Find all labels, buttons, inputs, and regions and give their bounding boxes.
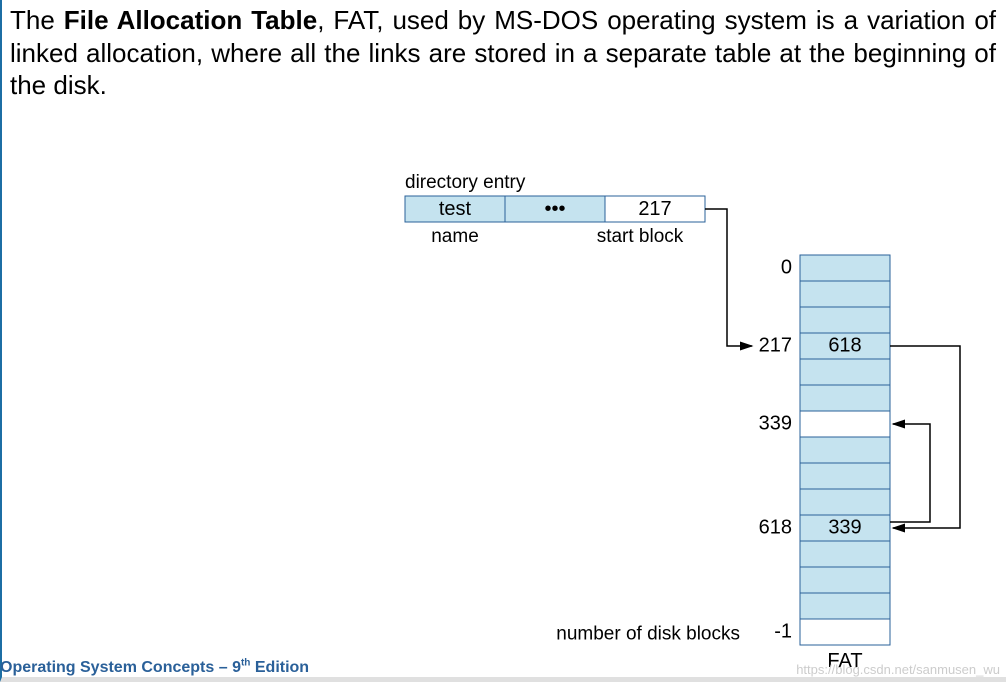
- dir-start-label: start block: [597, 226, 684, 247]
- fat-index-618: 618: [759, 517, 792, 539]
- dir-name-label: name: [431, 226, 479, 247]
- directory-entry-row: test ••• 217: [405, 196, 705, 222]
- arrow-dir-to-217: [705, 209, 752, 346]
- dir-name-value: test: [439, 198, 472, 220]
- arrow-618-to-339: [890, 424, 930, 522]
- fat-value-618: 339: [828, 517, 861, 539]
- arrow-217-to-618: [890, 346, 960, 528]
- fat-index-339: 339: [759, 413, 792, 435]
- fat-index-217: 217: [759, 335, 792, 357]
- minus-one-label: -1: [774, 621, 792, 643]
- watermark: https://blog.csdn.net/sanmusen_wu: [796, 662, 1000, 677]
- dir-dots: •••: [544, 198, 565, 220]
- num-disk-blocks-label: number of disk blocks: [556, 624, 740, 645]
- footer-text: Operating System Concepts – 9th Edition: [0, 659, 309, 676]
- fat-diagram: directory entry test ••• 217 name start …: [0, 0, 1006, 682]
- footer-credit: Operating System Concepts – 9th Edition: [0, 658, 309, 677]
- fat-column: [800, 255, 890, 645]
- fat-index-0: 0: [781, 257, 792, 279]
- fat-value-217: 618: [828, 335, 861, 357]
- dir-start-value: 217: [638, 198, 671, 220]
- directory-entry-label: directory entry: [405, 172, 526, 193]
